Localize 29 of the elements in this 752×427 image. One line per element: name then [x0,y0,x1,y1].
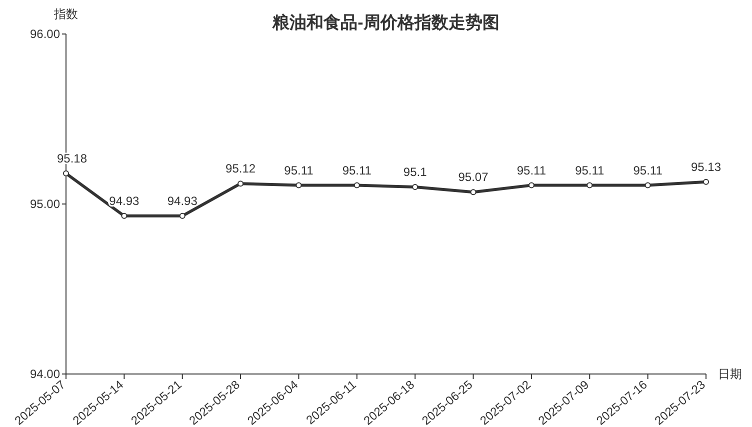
point [63,170,69,176]
data-label: 95.07 [458,170,489,184]
x-axis-title: 日期 [718,367,742,381]
point [528,182,534,188]
data-label: 95.11 [284,163,314,178]
y-tick-label: 95.00 [30,197,60,211]
data-label: 95.12 [226,162,256,176]
data-label: 94.93 [109,194,140,208]
point [296,182,302,188]
y-tick-label: 94.00 [30,367,60,381]
y-tick-label: 96.00 [30,27,60,41]
data-label: 94.93 [167,194,198,208]
data-label: 95.11 [633,163,663,178]
point [354,182,360,188]
data-label: 95.1 [403,165,428,179]
data-label: 95.13 [690,160,722,174]
point [179,212,186,219]
data-label: 95.11 [516,163,546,178]
point [470,189,476,196]
point [644,182,651,188]
point [412,184,418,190]
data-label: 95.11 [342,163,372,178]
point [703,178,709,185]
point [238,180,244,187]
chart-title: 粮油和食品-周价格指数走势图 [272,13,500,32]
data-label: 95.11 [575,163,605,178]
point [586,182,593,188]
y-axis-title: 指数 [53,7,78,21]
point [121,212,128,219]
